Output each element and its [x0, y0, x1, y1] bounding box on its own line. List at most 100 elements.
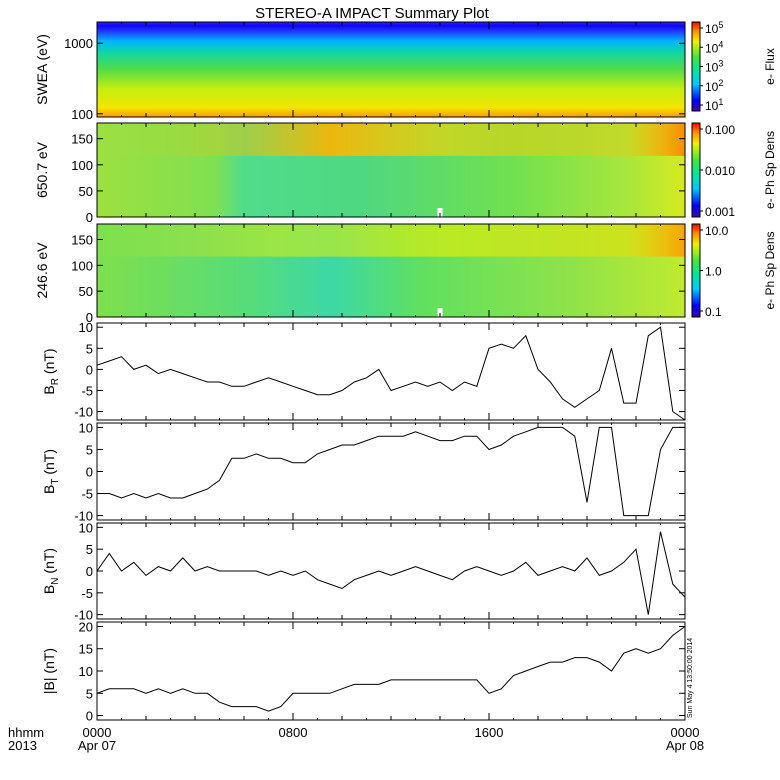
- colorbar-tick-label: 101: [705, 97, 723, 113]
- y-axis-label: BR (nT): [41, 348, 61, 394]
- y-tick-label: 10: [79, 520, 93, 535]
- y-tick-label: 5: [86, 442, 93, 457]
- y-label-main: B: [41, 585, 57, 594]
- panel-frame: [96, 322, 686, 421]
- x-tick-date-label: Apr 08: [666, 738, 704, 753]
- y-tick-label: -10: [74, 608, 93, 623]
- y-axis-label: BN (nT): [41, 548, 61, 594]
- colorbar-tick-label: 0.001: [705, 205, 735, 219]
- colorbar: [691, 122, 701, 218]
- y-label-main: B: [41, 385, 57, 394]
- y-axis-label: SWEA (eV): [34, 34, 50, 105]
- generation-stamp: Sun May 4 13:50:00 2014: [687, 638, 694, 718]
- y-tick-label: 0: [86, 362, 93, 377]
- y-tick-label: 100: [71, 158, 93, 173]
- colorbar-tick-label: 0.100: [705, 123, 735, 137]
- y-tick-label: -10: [74, 509, 93, 524]
- panel-frame: [96, 621, 686, 721]
- y-tick-label: 100: [71, 107, 93, 122]
- y-tick-label: 5: [86, 542, 93, 557]
- y-tick-label: 5: [86, 686, 93, 701]
- colorbar-tick-base: 10: [705, 61, 719, 75]
- y-label-unit: (nT): [41, 548, 57, 578]
- series-line: [96, 531, 686, 615]
- colorbar-tick-base: 10: [705, 80, 719, 94]
- colorbar-label: e- Ph Sp Dens: [763, 231, 777, 309]
- colorbar-tick-base: 10: [705, 41, 719, 55]
- footer-year-label: 2013: [8, 738, 37, 753]
- series-line: [96, 326, 686, 421]
- y-label-main: B: [41, 485, 57, 494]
- y-axis-label: 650.7 eV: [34, 141, 50, 198]
- y-label-main: |B|: [41, 677, 57, 694]
- y-tick-label: -10: [74, 405, 93, 420]
- y-tick-label: 10: [79, 320, 93, 335]
- footer-format-label: hhmm: [8, 725, 44, 740]
- colorbar-tick-exp: 4: [718, 39, 723, 49]
- plot-title: STEREO-A IMPACT Summary Plot: [255, 5, 489, 22]
- colorbar-tick-label: 104: [705, 39, 723, 55]
- colorbar-tick-exp: 1: [718, 97, 723, 107]
- colorbar-tick-exp: 3: [718, 59, 723, 69]
- y-tick-label: 0: [86, 310, 93, 325]
- y-tick-label: 10: [79, 664, 93, 679]
- x-tick-date-label: Apr 07: [78, 738, 116, 753]
- x-tick-label: 0000: [671, 725, 700, 740]
- y-tick-label: 1000: [64, 36, 93, 51]
- colorbar-label: e- Flux: [763, 48, 777, 85]
- x-tick-label: 0800: [279, 725, 308, 740]
- y-tick-label: 100: [71, 258, 93, 273]
- y-label-unit: (nT): [41, 449, 57, 479]
- panel-6: -10 -5 0 5 10 BN (nT): [41, 520, 686, 623]
- data-gap: [437, 208, 443, 217]
- y-tick-label: 20: [79, 619, 93, 634]
- y-axis-label: |B| (nT): [41, 648, 57, 694]
- y-tick-label: -5: [81, 487, 93, 502]
- y-tick-label: 0: [86, 465, 93, 480]
- colorbar-tick-label: 0.010: [705, 164, 735, 178]
- y-tick-label: 50: [79, 184, 93, 199]
- y-label-subscript: T: [50, 479, 61, 485]
- panel-2: 0.100 0.010 0.001 e- Ph Sp Dens 0 50 100 150 650…: [34, 122, 777, 225]
- colorbar-tick-exp: 5: [718, 20, 723, 30]
- spectrogram-overlay: [97, 224, 685, 257]
- y-tick-label: -5: [81, 586, 93, 601]
- y-tick-label: 0: [86, 709, 93, 724]
- colorbar: [691, 21, 701, 112]
- y-label-unit: (nT): [41, 348, 57, 378]
- colorbar-label: e- Ph Sp Dens: [763, 131, 777, 209]
- panel-3: 10.0 1.0 0.1 e- Ph Sp Dens 0 50 100 150 246.6 eV: [34, 223, 777, 325]
- y-label-subscript: R: [50, 378, 61, 385]
- colorbar: [691, 223, 701, 318]
- colorbar-tick-label: 1.0: [705, 265, 722, 279]
- colorbar-tick-label: 103: [705, 59, 723, 75]
- y-axis-label: BT (nT): [41, 449, 61, 494]
- colorbar-tick-base: 10: [705, 99, 719, 113]
- panel-frame: [96, 422, 686, 521]
- colorbar-tick-label: 105: [705, 20, 723, 36]
- y-tick-label: 5: [86, 341, 93, 356]
- y-tick-label: 10: [79, 420, 93, 435]
- panel-5: -10 -5 0 5 10 BT (nT): [41, 420, 686, 524]
- y-axis-label: 246.6 eV: [34, 242, 50, 299]
- data-gap: [437, 308, 443, 317]
- y-tick-label: 0: [86, 210, 93, 225]
- y-label-subscript: N: [50, 577, 61, 584]
- colorbar-tick-label: 10.0: [705, 224, 729, 238]
- y-tick-label: 150: [71, 132, 93, 147]
- y-tick-label: 50: [79, 284, 93, 299]
- y-tick-label: 150: [71, 233, 93, 248]
- series-line: [97, 426, 685, 517]
- panel-7: 0 5 10 15 20 |B| (nT): [41, 619, 686, 724]
- colorbar-tick-base: 10: [705, 22, 719, 36]
- x-tick-label: 1600: [475, 725, 504, 740]
- series-line: [96, 626, 686, 712]
- y-label-unit: (nT): [41, 648, 57, 678]
- panel-4: -10 -5 0 5 10 BR (nT): [41, 320, 686, 421]
- colorbar-tick-label: 0.1: [705, 305, 722, 319]
- y-tick-label: 15: [79, 642, 93, 657]
